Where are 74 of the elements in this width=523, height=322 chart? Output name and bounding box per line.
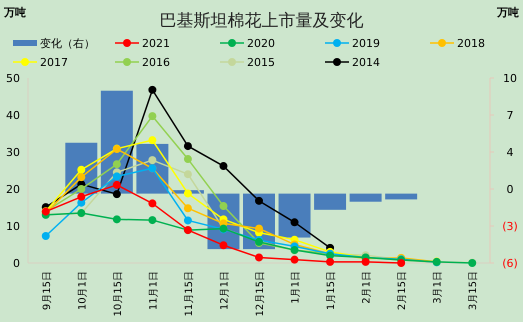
point — [77, 192, 86, 201]
point — [148, 156, 156, 164]
legend-label: 2020 — [247, 37, 275, 50]
x-tick-label: 2月15日 — [397, 271, 408, 310]
point — [77, 173, 86, 182]
x-tick-label: 10月1日 — [77, 271, 88, 310]
point — [112, 190, 121, 198]
x-tick-label: 12月15日 — [255, 271, 266, 316]
point — [184, 142, 192, 150]
x-tick-label: 2月1日 — [362, 271, 373, 304]
x-tick-label: 3月15日 — [468, 271, 480, 310]
point — [148, 216, 156, 224]
point — [184, 189, 192, 198]
point — [148, 199, 156, 208]
y2-tick-label: 4 — [506, 146, 514, 159]
point — [148, 86, 156, 94]
bar — [385, 194, 418, 200]
legend-label: 变化（右） — [40, 37, 95, 50]
point — [112, 180, 121, 189]
chart-title: 巴基斯坦棉花上市量及变化 — [160, 11, 364, 31]
point — [290, 218, 299, 226]
legend-label: 2017 — [40, 56, 68, 69]
y-tick-label: 10 — [6, 220, 20, 233]
bar — [350, 194, 382, 202]
point — [255, 196, 263, 205]
point — [184, 155, 192, 164]
y2-tick-label: 0 — [506, 183, 514, 196]
point — [184, 216, 192, 224]
y-tick-label: 50 — [6, 72, 20, 85]
x-tick-label: 11月15日 — [184, 271, 195, 316]
legend-label: 2015 — [247, 56, 275, 69]
x-tick-label: 1月15日 — [326, 271, 338, 310]
point — [184, 204, 192, 212]
point — [219, 202, 228, 210]
y2-tick-label: 10 — [503, 72, 517, 85]
point — [362, 258, 370, 266]
x-tick-label: 3月1日 — [432, 271, 444, 304]
point — [42, 232, 50, 240]
y-axis-title: 万吨 — [3, 6, 26, 19]
legend-label: 2019 — [352, 37, 380, 50]
point — [112, 160, 121, 168]
point — [326, 258, 334, 266]
point — [112, 215, 121, 224]
legend-label: 2018 — [457, 37, 485, 50]
point — [184, 170, 192, 178]
legend-label: 2021 — [142, 37, 170, 50]
x-tick-label: 10月15日 — [112, 271, 124, 316]
bar — [278, 194, 311, 238]
y-tick-label: 20 — [6, 183, 20, 196]
y2-tick-label: 7 — [506, 109, 514, 122]
point — [255, 224, 263, 233]
bar — [314, 194, 346, 210]
point — [290, 256, 299, 264]
point — [148, 136, 156, 144]
point — [148, 112, 156, 120]
point — [77, 166, 86, 174]
point — [397, 259, 406, 267]
y-tick-label: 40 — [6, 109, 20, 122]
x-tick-label: 12月1日 — [219, 271, 230, 310]
point — [77, 185, 86, 193]
point — [219, 241, 228, 250]
y2-tick-label: (6) — [502, 257, 518, 270]
x-tick-label: 11月1日 — [148, 271, 160, 310]
y2-tick-label: (3) — [502, 220, 518, 233]
point — [112, 172, 121, 180]
legend-label: 2016 — [142, 56, 170, 69]
x-tick-label: 9月15日 — [42, 271, 53, 310]
x-tick-label: 1月1日 — [290, 271, 302, 304]
point — [255, 253, 263, 262]
y-tick-label: 0 — [13, 257, 20, 270]
y2-axis-title: 万吨 — [496, 6, 519, 19]
y-tick-label: 30 — [6, 146, 20, 159]
point — [219, 162, 228, 170]
legend-label: 2014 — [352, 56, 380, 69]
